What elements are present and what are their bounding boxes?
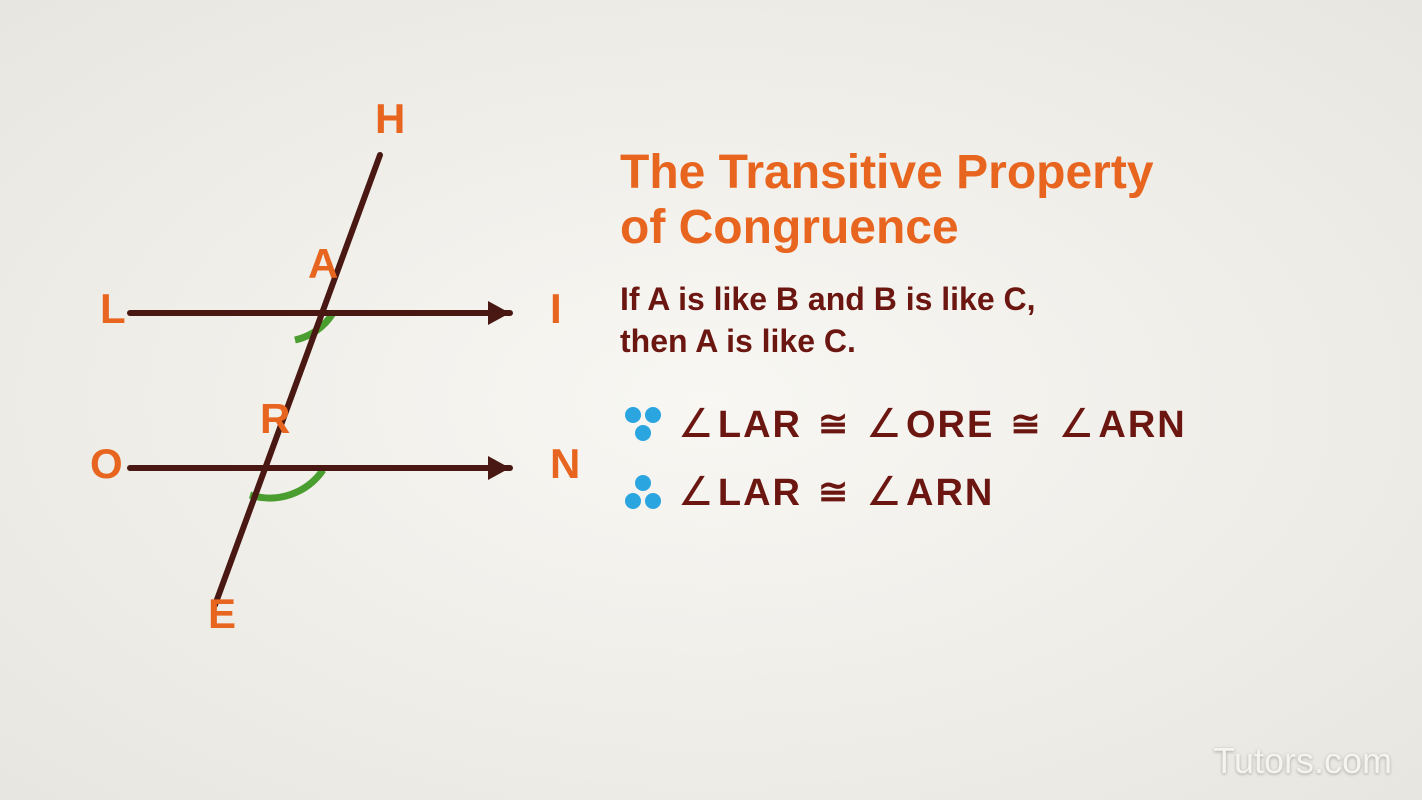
therefore-icon: [620, 404, 666, 444]
equation-1: ∠LAR ≅ ∠ORE ≅ ∠ARN: [620, 401, 1360, 447]
point-label-n: N: [550, 440, 580, 488]
equation-2: ∠LAR ≅ ∠ARN: [620, 469, 1360, 515]
subtitle-line1: If A is like B and B is like C,: [620, 279, 1360, 321]
title-line2: of Congruence: [620, 200, 1360, 255]
title-line1: The Transitive Property: [620, 145, 1360, 200]
point-label-r: R: [260, 395, 290, 443]
arrow-li: [488, 301, 510, 325]
geometry-diagram: H L A I O R N E: [60, 95, 600, 625]
equation-2-text: ∠LAR ≅ ∠ARN: [678, 469, 994, 515]
point-label-o: O: [90, 440, 123, 488]
point-label-a: A: [308, 240, 338, 288]
page-title: The Transitive Property of Congruence: [620, 145, 1360, 255]
arrow-on: [488, 456, 510, 480]
point-label-i: I: [550, 285, 562, 333]
therefore-icon: [620, 472, 666, 512]
subtitle: If A is like B and B is like C, then A i…: [620, 279, 1360, 362]
text-content: The Transitive Property of Congruence If…: [620, 145, 1360, 537]
point-label-h: H: [375, 95, 405, 143]
point-label-e: E: [208, 590, 236, 638]
point-label-l: L: [100, 285, 126, 333]
line-transversal: [215, 155, 380, 605]
diagram-svg: [60, 95, 600, 625]
subtitle-line2: then A is like C.: [620, 321, 1360, 363]
watermark: Tutors.com: [1213, 740, 1392, 782]
equation-1-text: ∠LAR ≅ ∠ORE ≅ ∠ARN: [678, 401, 1187, 447]
